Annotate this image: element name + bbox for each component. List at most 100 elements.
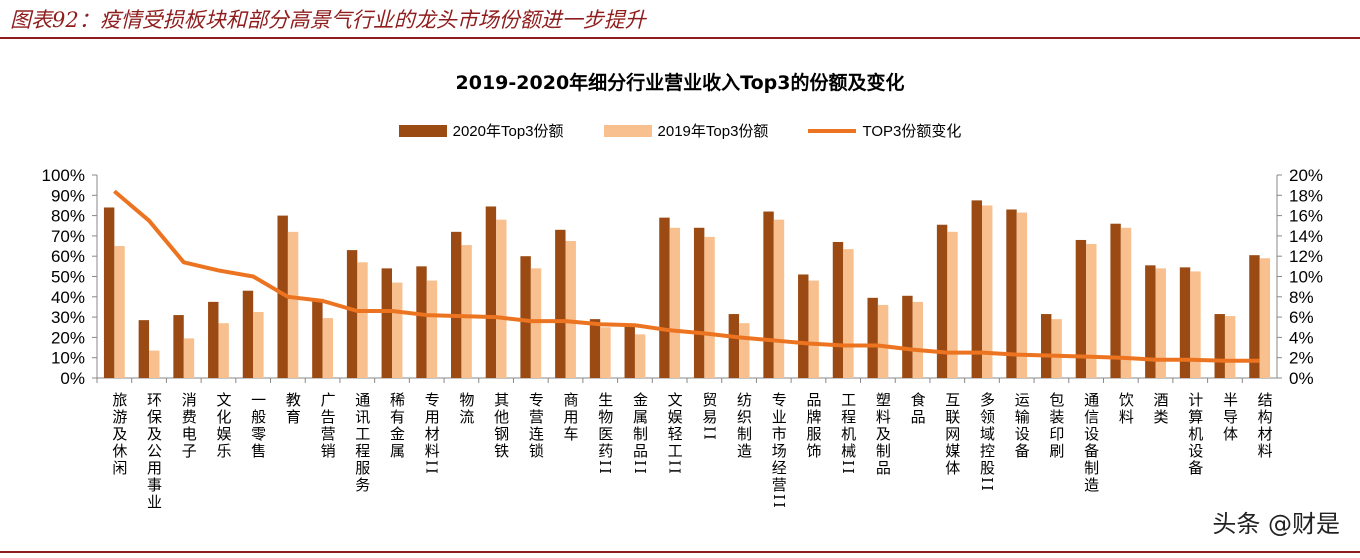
bar-2020 [971,200,982,378]
x-tick-label: 纺织制造 [735,392,753,460]
bar-2019 [149,350,160,378]
bar-2019 [322,318,333,378]
bar-2020 [208,301,219,378]
x-tick-label: 食品 [909,392,927,426]
bar-2019 [600,327,611,378]
right-tick-label: 12% [1289,247,1323,266]
bar-2020 [902,295,913,378]
x-tick-label: 结构材料 [1256,392,1274,460]
left-tick-label: 20% [51,328,85,347]
bar-2020 [1041,314,1052,378]
x-tick-label: 计算机设备 [1186,392,1204,477]
left-tick-label: 0% [60,369,85,388]
bar-2020 [1075,239,1087,378]
bar-2020 [173,315,184,378]
bar-2020 [451,231,462,378]
legend-label-2019: 2019年Top3份额 [657,123,769,140]
bar-2020 [138,320,150,378]
x-tick-label: 商用车 [562,392,580,443]
x-tick-label: 包装印刷 [1047,392,1065,460]
left-tick-label: 90% [51,186,85,205]
x-tick-label: 稀有金属 [388,392,406,460]
right-tick-label: 20% [1289,166,1323,185]
x-tick-label: 旅游及休闲 [110,392,128,477]
bar-2020 [936,224,948,378]
x-tick-label: 消费电子 [180,392,198,460]
bar-2020 [763,211,774,378]
bar-2019 [426,280,438,378]
left-tick-label: 70% [51,227,85,246]
bar-2019 [669,227,681,378]
bar-2020 [659,217,670,378]
bar-2020 [1145,265,1156,378]
bar-2020 [520,256,531,378]
bar-2019 [1190,271,1201,378]
bar-2019 [808,280,819,378]
x-tick-label: 金属制品II [631,392,649,476]
bar-2019 [704,236,715,378]
right-tick-label: 0% [1289,369,1314,388]
x-tick-label: 文娱轻工II [666,392,684,476]
legend-item-2020: 2020年Top3份额 [398,120,564,141]
left-tick-label: 100% [42,166,85,185]
bar-2020 [798,274,809,378]
header-rule [0,37,1360,39]
bar-2020 [867,297,878,378]
right-tick-label: 4% [1289,328,1314,347]
bar-2019 [1259,258,1271,378]
bar-2019 [218,323,229,378]
bar-2020 [693,227,705,378]
x-tick-label: 专业市场经营II [770,392,788,510]
x-tick-label: 半导体 [1221,392,1239,443]
bar-2019 [1086,244,1097,378]
bar-2020 [103,207,115,378]
bar-2019 [530,268,542,378]
bar-2019 [947,231,958,378]
bar-2019 [114,246,125,378]
change-line [113,189,1260,363]
x-tick-label: 教育 [284,392,302,426]
legend-item-2019: 2019年Top3份额 [603,120,769,141]
bar-2019 [1120,227,1132,378]
x-tick-label: 一般零售 [249,392,267,460]
x-tick-label: 物流 [457,392,475,426]
chart-title: 2019-2020年细分行业营业收入Top3的份额及变化 [455,72,905,94]
x-tick-label: 互联网媒体 [943,392,961,477]
bar-2019 [773,219,785,378]
bar-2019 [634,334,646,378]
left-tick-label: 40% [51,288,85,307]
bar-2019 [357,262,368,378]
bar-2020 [1006,209,1017,378]
x-tick-label: 品牌服饰 [804,392,822,460]
x-tick-label: 广告营销 [319,392,337,460]
bar-2019 [843,249,854,378]
legend-swatch-change [808,128,857,133]
legend-label-2020: 2020年Top3份额 [452,123,564,140]
legend-swatch-2020 [398,124,447,137]
left-tick-label: 30% [51,308,85,327]
bar-2019 [496,219,507,378]
watermark: 头条 @财是 [1212,510,1340,538]
legend: 2020年Top3份额 2019年Top3份额 TOP3份额变化 [0,120,1360,141]
left-tick-label: 60% [51,247,85,266]
x-tick-label: 运输设备 [1013,392,1031,460]
x-tick-label: 酒类 [1152,392,1170,426]
legend-label-change: TOP3份额变化 [862,123,962,140]
x-tick-label: 贸易II [700,392,718,442]
right-tick-label: 10% [1289,268,1323,287]
bar-2020 [832,241,844,378]
bar-2020 [1214,314,1225,378]
bar-2019 [1155,268,1166,378]
bar-2019 [392,282,403,378]
x-tick-label: 通信设备制造 [1082,392,1100,494]
bar-2019 [1224,316,1236,378]
x-tick-label: 生物医药II [596,392,614,476]
bar-2019 [287,231,299,378]
bar-2019 [877,304,889,378]
x-tick-label: 塑料及制品 [874,392,892,477]
left-tick-label: 50% [51,268,85,287]
right-tick-label: 2% [1289,349,1314,368]
bar-2020 [624,326,635,378]
legend-item-change: TOP3份额变化 [808,120,961,141]
footer-rule [0,551,1360,553]
